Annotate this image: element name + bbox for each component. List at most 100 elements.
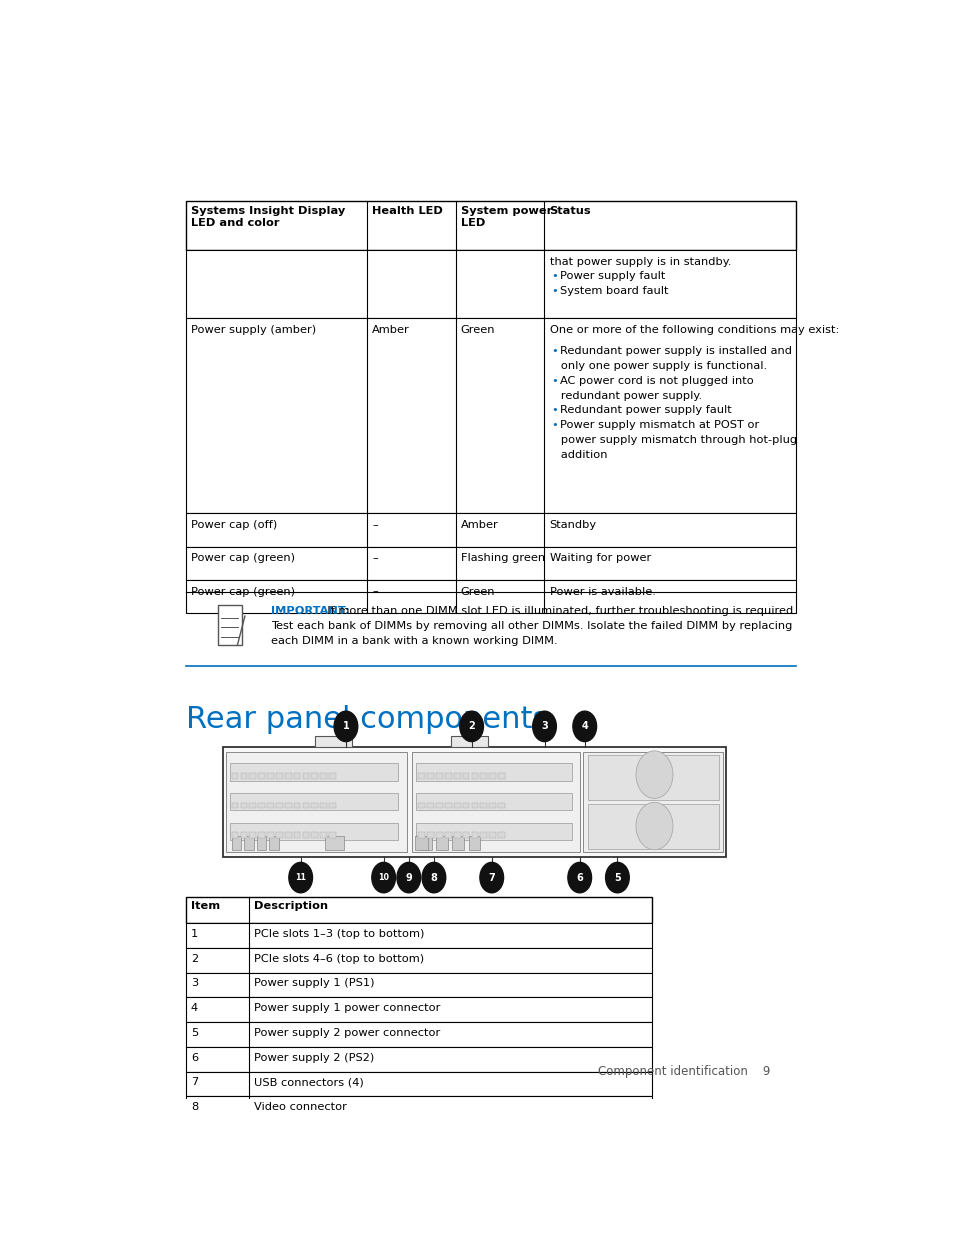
Bar: [302, 832, 309, 837]
Bar: [269, 836, 278, 850]
Circle shape: [532, 711, 556, 741]
Text: 4: 4: [580, 721, 587, 731]
Text: 3: 3: [540, 721, 547, 731]
Text: power supply mismatch through hot-plug: power supply mismatch through hot-plug: [549, 435, 796, 445]
Text: 9: 9: [405, 873, 412, 883]
Text: Power supply 1 (PS1): Power supply 1 (PS1): [253, 978, 374, 988]
Bar: [471, 773, 477, 779]
Bar: [427, 832, 434, 837]
Bar: [452, 836, 464, 850]
Text: System board fault: System board fault: [559, 287, 668, 296]
Bar: [436, 803, 442, 808]
Bar: [587, 755, 719, 800]
Bar: [302, 803, 309, 808]
Text: 5: 5: [614, 873, 620, 883]
Text: •: •: [551, 347, 558, 357]
Bar: [267, 803, 274, 808]
Bar: [232, 836, 241, 850]
Text: AC power cord is not plugged into: AC power cord is not plugged into: [559, 375, 753, 387]
Bar: [244, 836, 253, 850]
Text: 2: 2: [468, 721, 475, 731]
Bar: [416, 763, 572, 781]
Bar: [275, 773, 282, 779]
Text: If more than one DIMM slot LED is illuminated, further troubleshooting is requir: If more than one DIMM slot LED is illumi…: [320, 605, 797, 615]
Text: 7: 7: [488, 873, 495, 883]
Bar: [454, 832, 460, 837]
Text: Power is available.: Power is available.: [549, 587, 655, 597]
Text: 3: 3: [191, 978, 198, 988]
Bar: [480, 803, 487, 808]
Bar: [329, 803, 335, 808]
Bar: [454, 773, 460, 779]
Text: •: •: [551, 272, 558, 282]
Bar: [444, 832, 451, 837]
Circle shape: [334, 711, 357, 741]
Bar: [294, 832, 300, 837]
Bar: [258, 832, 265, 837]
Circle shape: [605, 862, 629, 893]
Bar: [267, 832, 274, 837]
Bar: [325, 836, 343, 850]
Bar: [489, 773, 496, 779]
Circle shape: [636, 803, 672, 850]
Bar: [444, 773, 451, 779]
Bar: [302, 773, 309, 779]
Bar: [462, 803, 469, 808]
Text: 2: 2: [191, 953, 198, 963]
Bar: [311, 832, 317, 837]
Bar: [249, 803, 255, 808]
Bar: [285, 832, 292, 837]
Bar: [186, 200, 795, 249]
Bar: [462, 832, 469, 837]
Text: Redundant power supply is installed and: Redundant power supply is installed and: [559, 347, 791, 357]
Text: Test each bank of DIMMs by removing all other DIMMs. Isolate the failed DIMM by : Test each bank of DIMMs by removing all …: [271, 621, 791, 631]
Bar: [186, 948, 651, 973]
Bar: [320, 773, 327, 779]
Bar: [186, 924, 651, 948]
Text: Amber: Amber: [460, 520, 498, 530]
Bar: [468, 836, 480, 850]
Text: Power cap (green): Power cap (green): [191, 587, 294, 597]
Bar: [416, 793, 572, 810]
Text: Systems Insight Display
LED and color: Systems Insight Display LED and color: [191, 206, 345, 227]
Bar: [275, 803, 282, 808]
Text: Power cap (green): Power cap (green): [191, 553, 294, 563]
Text: •: •: [551, 287, 558, 296]
Bar: [230, 823, 397, 840]
Bar: [497, 773, 504, 779]
Bar: [240, 803, 247, 808]
Text: –: –: [372, 553, 377, 563]
Text: •: •: [551, 375, 558, 387]
Text: redundant power supply.: redundant power supply.: [549, 390, 701, 400]
Bar: [497, 832, 504, 837]
Text: Power supply 2 power connector: Power supply 2 power connector: [253, 1028, 439, 1037]
Text: 6: 6: [576, 873, 582, 883]
Text: Status: Status: [549, 206, 591, 216]
Bar: [186, 973, 651, 998]
Text: Amber: Amber: [372, 325, 410, 335]
Text: Video connector: Video connector: [253, 1102, 346, 1112]
Bar: [230, 763, 397, 781]
Text: 7: 7: [191, 1077, 198, 1087]
Text: 5: 5: [191, 1028, 198, 1037]
Text: 8: 8: [191, 1102, 198, 1112]
Text: PCIe slots 4–6 (top to bottom): PCIe slots 4–6 (top to bottom): [253, 953, 423, 963]
Bar: [497, 803, 504, 808]
Bar: [186, 249, 795, 319]
Text: 1: 1: [342, 721, 349, 731]
Bar: [489, 832, 496, 837]
Text: Flashing green: Flashing green: [460, 553, 544, 563]
Text: Component identification    9: Component identification 9: [597, 1066, 769, 1078]
Bar: [454, 803, 460, 808]
Bar: [186, 319, 795, 514]
Text: 1: 1: [191, 929, 198, 939]
Bar: [419, 836, 432, 850]
Text: each DIMM in a bank with a known working DIMM.: each DIMM in a bank with a known working…: [271, 636, 557, 646]
Bar: [480, 773, 487, 779]
Bar: [285, 773, 292, 779]
Text: –: –: [372, 587, 377, 597]
Bar: [258, 773, 265, 779]
Text: Power cap (off): Power cap (off): [191, 520, 277, 530]
Text: USB connectors (4): USB connectors (4): [253, 1077, 363, 1087]
Text: Description: Description: [253, 902, 328, 911]
